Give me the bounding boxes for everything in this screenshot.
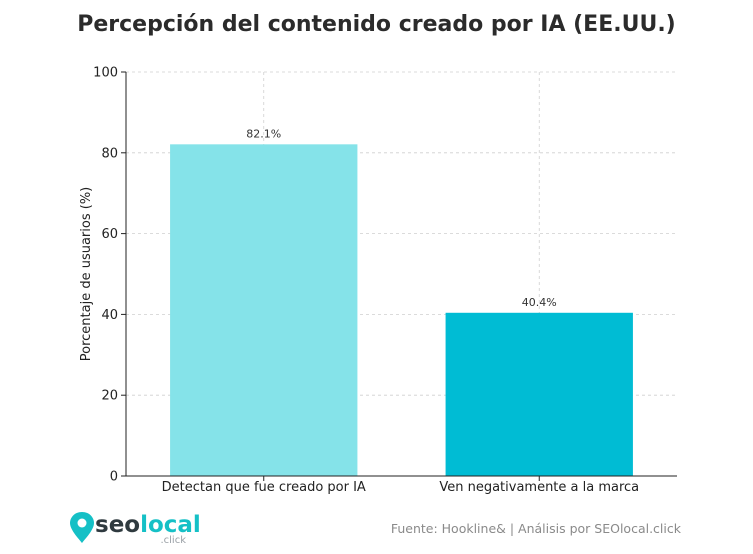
data-label: 82.1% [246, 127, 281, 140]
logo-click-text: .click [160, 535, 186, 546]
source-note: Fuente: Hookline& | Análisis por SEOloca… [391, 521, 682, 536]
x-tick-label: Ven negativamente a la marca [439, 480, 639, 495]
x-tick-label: Detectan que fue creado por IA [162, 480, 366, 495]
data-labels: 82.1% 40.4% [246, 127, 556, 308]
logo-seo-text: seo [95, 512, 140, 538]
bars [170, 144, 633, 477]
logo-local-text: local [140, 512, 201, 538]
y-tick-label: 0 [110, 470, 118, 485]
data-label: 40.4% [522, 296, 557, 309]
bar-1 [445, 312, 633, 476]
y-tick-label: 60 [101, 227, 118, 242]
bar-0 [170, 144, 358, 477]
chart-title: Percepción del contenido creado por IA (… [77, 12, 676, 37]
y-tick-label: 40 [101, 308, 118, 323]
y-tick-labels: 0 20 40 60 80 100 [93, 66, 118, 485]
y-tick-label: 80 [101, 146, 118, 161]
location-pin-icon [70, 512, 94, 543]
x-tick-labels: Detectan que fue creado por IA Ven negati… [162, 480, 640, 495]
y-tick-label: 100 [93, 66, 118, 81]
y-axis-label: Porcentaje de usuarios (%) [79, 187, 94, 362]
y-tick-label: 20 [101, 389, 118, 404]
logo-wordmark: seolocal [95, 512, 201, 538]
seolocal-logo: seolocal .click [70, 512, 201, 546]
axes [121, 71, 677, 481]
